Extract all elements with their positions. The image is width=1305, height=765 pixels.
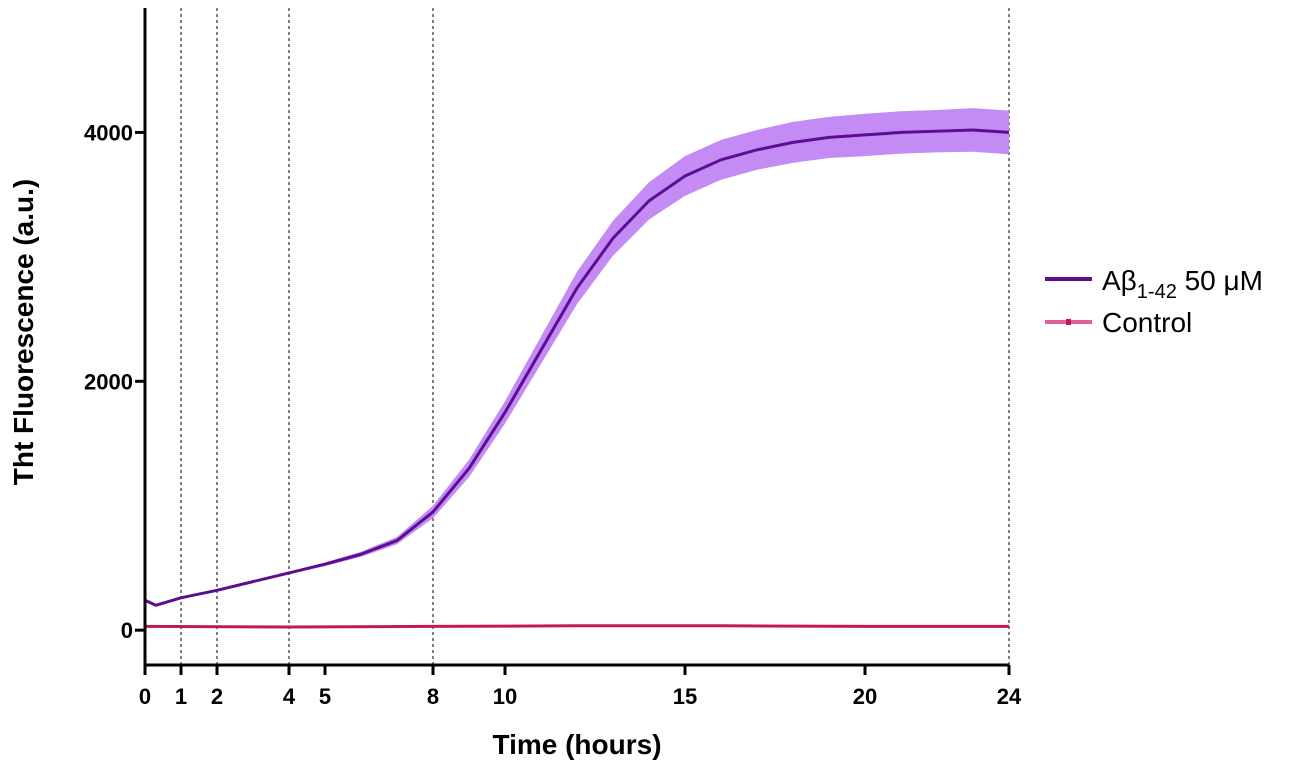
legend-marker-control (1066, 319, 1071, 325)
x-tick-label-0: 0 (139, 684, 151, 709)
x-tick-label-2: 2 (211, 684, 223, 709)
legend-label-control: Control (1102, 307, 1192, 338)
series-lines (144, 128, 1010, 629)
legend-label-abeta: Aβ1-42 50 μM (1102, 265, 1263, 303)
axes (143, 8, 1009, 667)
x-axis-title: Time (hours) (492, 729, 661, 760)
x-tick-label-20: 20 (853, 684, 877, 709)
series-line-0 (144, 128, 1010, 607)
error-band-series-0 (145, 108, 1009, 606)
series-line-1 (144, 624, 1009, 629)
x-tick-label-10: 10 (493, 684, 517, 709)
x-tick-label-15: 15 (673, 684, 697, 709)
reference-lines (180, 8, 1010, 665)
y-tick-label-2000: 2000 (84, 369, 133, 394)
x-tick-label-8: 8 (427, 684, 439, 709)
x-tick-label-5: 5 (319, 684, 331, 709)
x-tick-label-1: 1 (175, 684, 187, 709)
x-tick-label-4: 4 (283, 684, 296, 709)
y-axis-title: Tht Fluorescence (a.u.) (8, 179, 39, 486)
y-tick-label-4000: 4000 (84, 120, 133, 145)
y-tick-label-0: 0 (121, 618, 133, 643)
legend: Aβ1-42 50 μM Control (1045, 265, 1263, 338)
error-bands (145, 108, 1009, 606)
x-tick-label-24: 24 (997, 684, 1022, 709)
